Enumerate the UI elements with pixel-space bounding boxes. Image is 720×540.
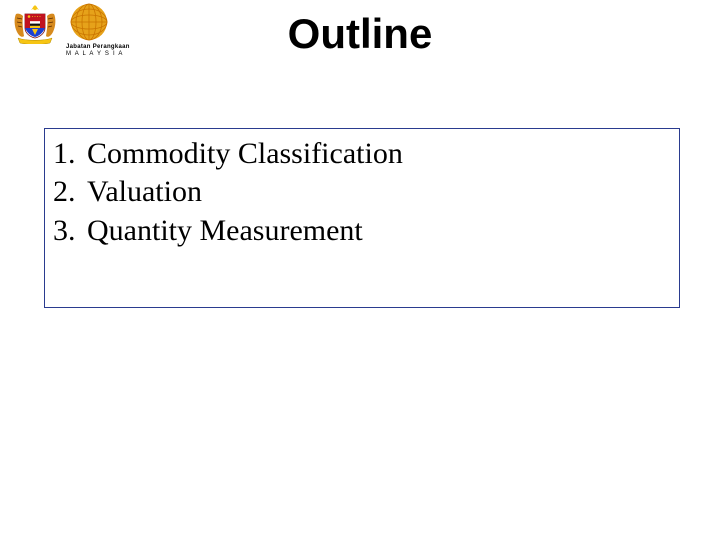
- list-item-number: 1.: [53, 135, 87, 173]
- slide-title: Outline: [0, 10, 720, 58]
- outline-box: 1. Commodity Classification 2. Valuation…: [44, 128, 680, 308]
- slide: Jabatan Perangkaan M A L A Y S I A Outli…: [0, 0, 720, 540]
- list-item-text: Commodity Classification: [87, 135, 403, 173]
- list-item-number: 3.: [53, 212, 87, 250]
- list-item: 3. Quantity Measurement: [53, 212, 673, 250]
- list-item-number: 2.: [53, 173, 87, 211]
- list-item: 1. Commodity Classification: [53, 135, 673, 173]
- outline-list: 1. Commodity Classification 2. Valuation…: [53, 135, 673, 250]
- list-item: 2. Valuation: [53, 173, 673, 211]
- list-item-text: Quantity Measurement: [87, 212, 363, 250]
- list-item-text: Valuation: [87, 173, 202, 211]
